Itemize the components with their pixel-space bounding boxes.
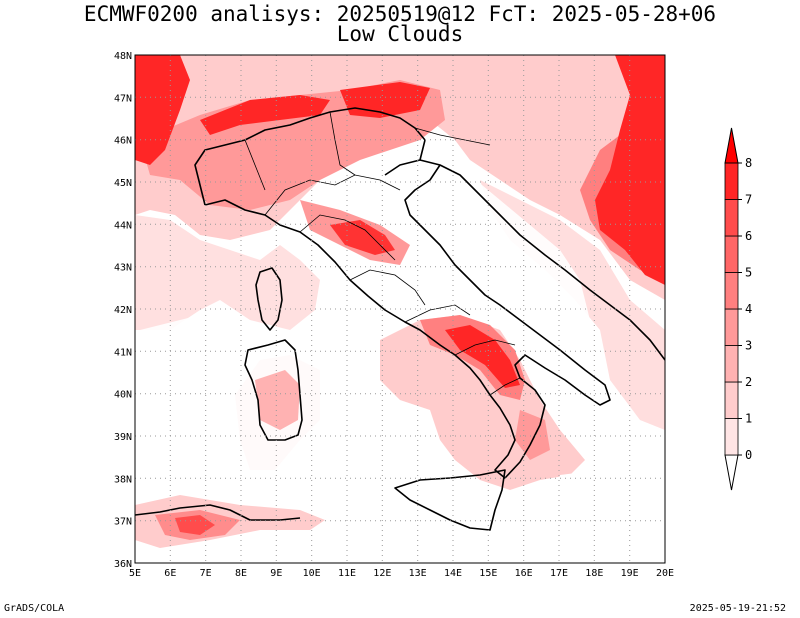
x-tick-label: 15E xyxy=(479,568,497,579)
x-tick-label: 12E xyxy=(373,568,391,579)
colorbar-label: 4 xyxy=(745,302,752,316)
x-tick-label: 16E xyxy=(515,568,533,579)
cloud-high-central xyxy=(330,220,395,255)
colorbar-swatch xyxy=(724,418,739,456)
cloud-high-campania xyxy=(445,325,520,388)
cloud-area-sardinia-core xyxy=(255,370,300,430)
y-tick-label: 48N xyxy=(114,51,132,62)
colorbar-label: 6 xyxy=(745,229,752,243)
grid-lines xyxy=(135,55,665,563)
y-tick-label: 41N xyxy=(114,347,132,358)
colorbar-bottom-arrow xyxy=(724,454,739,491)
colorbar-label: 3 xyxy=(745,339,752,353)
cloud-high-tunisia xyxy=(175,515,215,535)
chart-subtitle: Low Clouds xyxy=(336,22,464,46)
x-tick-label: 11E xyxy=(338,568,356,579)
y-tick-label: 45N xyxy=(114,178,132,189)
colorbar-swatch xyxy=(724,308,739,346)
x-tick-label: 13E xyxy=(409,568,427,579)
colorbar-label: 8 xyxy=(745,156,752,170)
clear-area-adriatic xyxy=(420,150,590,330)
alps-border xyxy=(194,107,426,206)
colorbar-swatch xyxy=(724,345,739,383)
cloud-area-west xyxy=(135,215,320,330)
footer-timestamp: 2025-05-19-21:52 xyxy=(689,603,786,614)
x-tick-label: 9E xyxy=(270,568,282,579)
y-tick-label: 39N xyxy=(114,432,132,443)
map-figure: 5E 6E 7E 8E 9E 10E 11E 12E 13E 14E 15E 16E 17E 18E 19E… xyxy=(114,51,752,579)
adriatic-east-coast xyxy=(439,164,665,361)
colorbar-swatch xyxy=(724,381,739,419)
cloud-field xyxy=(135,55,665,563)
colorbar-label: 0 xyxy=(745,448,752,462)
y-tick-label: 36N xyxy=(114,559,132,570)
cloud-high-nw xyxy=(135,55,190,165)
colorbar-label: 5 xyxy=(745,266,752,280)
clear-area-sicily-channel xyxy=(300,500,545,563)
colorbar-swatch xyxy=(724,272,739,310)
corsica-coastline xyxy=(255,267,283,331)
x-tick-label: 17E xyxy=(550,568,568,579)
chart-title: ECMWF0200 analisys: 20250519@12 FcT: 202… xyxy=(83,2,717,26)
y-tick-label: 40N xyxy=(114,390,132,401)
y-tick-label: 42N xyxy=(114,305,132,316)
x-tick-label: 14E xyxy=(444,568,462,579)
colorbar-swatch xyxy=(724,162,739,200)
colorbar: 0 1 2 3 4 5 6 7 8 xyxy=(724,127,752,491)
y-tick-label: 46N xyxy=(114,136,132,147)
tunisia-coast xyxy=(135,504,301,521)
colorbar-label: 2 xyxy=(745,375,752,389)
x-tick-label: 8E xyxy=(235,568,247,579)
italy-coastline xyxy=(204,159,611,479)
x-tick-label: 6E xyxy=(164,568,176,579)
x-axis-ticks: 5E 6E 7E 8E 9E 10E 11E 12E 13E 14E 15E 16E 17E 18E 19E… xyxy=(129,568,674,579)
coastlines xyxy=(135,107,665,531)
y-tick-label: 38N xyxy=(114,474,132,485)
y-tick-label: 43N xyxy=(114,263,132,274)
plot-frame xyxy=(134,54,666,564)
x-tick-label: 10E xyxy=(303,568,321,579)
colorbar-top-arrow xyxy=(724,127,739,164)
x-tick-label: 18E xyxy=(585,568,603,579)
footer-credit: GrADS/COLA xyxy=(4,603,65,614)
colorbar-label: 1 xyxy=(745,412,752,426)
x-tick-label: 7E xyxy=(200,568,212,579)
colorbar-swatch xyxy=(724,235,739,273)
x-tick-label: 20E xyxy=(656,568,674,579)
colorbar-swatch xyxy=(724,199,739,237)
y-tick-label: 44N xyxy=(114,220,132,231)
y-tick-label: 47N xyxy=(114,93,132,104)
cloud-high-alps xyxy=(200,95,330,135)
y-tick-label: 37N xyxy=(114,517,132,528)
x-tick-label: 5E xyxy=(129,568,141,579)
sardinia-coastline xyxy=(244,339,303,441)
x-tick-label: 19E xyxy=(621,568,639,579)
y-axis-ticks: 36N 37N 38N 39N 40N 41N 42N 43N 44N 45N 46N 47N 48N xyxy=(114,51,132,570)
colorbar-label: 7 xyxy=(745,193,752,207)
